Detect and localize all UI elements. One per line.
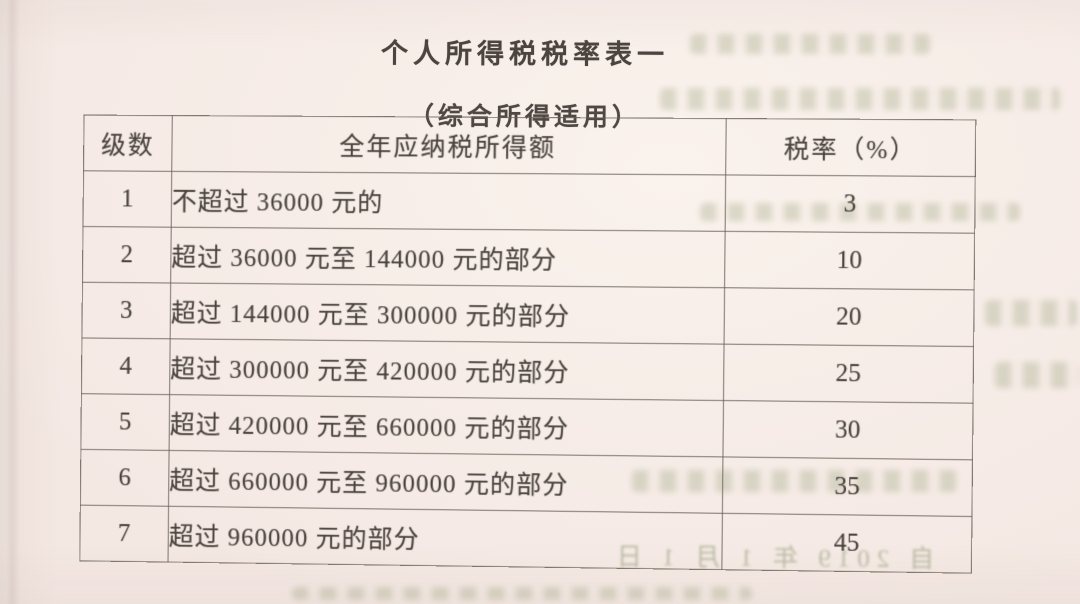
cell-rate: 3	[725, 174, 976, 234]
cell-rate: 30	[722, 400, 974, 460]
cell-income: 超过 420000 元至 660000 元的部分	[169, 394, 724, 457]
table-row: 5 超过 420000 元至 660000 元的部分 30	[80, 393, 974, 460]
table-row: 3 超过 144000 元至 300000 元的部分 20	[81, 282, 975, 347]
cell-level: 4	[81, 337, 171, 395]
header-cell-income: 全年应纳税所得额	[171, 115, 727, 175]
cell-income: 超过 300000 元至 420000 元的部分	[169, 338, 725, 401]
cell-level: 2	[82, 226, 172, 283]
page-title: 个人所得税税率表一	[380, 38, 670, 70]
cell-rate: 20	[724, 287, 975, 347]
cell-level: 7	[79, 505, 169, 563]
cell-level: 1	[82, 170, 172, 228]
table-row: 7 超过 960000 元的部分 45	[79, 505, 972, 574]
cell-level: 5	[80, 393, 170, 451]
page-crease-shadow	[6, 0, 20, 604]
table-row: 1 不超过 36000 元的 3	[82, 170, 976, 234]
table-header-row: 级数 全年应纳税所得额 税率（%）	[83, 115, 976, 177]
table-row: 2 超过 36000 元至 144000 元的部分 10	[82, 226, 975, 290]
cell-income: 超过 144000 元至 300000 元的部分	[170, 282, 725, 345]
header-cell-level: 级数	[83, 115, 173, 172]
cell-income: 超过 960000 元的部分	[168, 506, 723, 570]
cell-income: 不超过 36000 元的	[171, 171, 726, 232]
cell-level: 3	[81, 282, 171, 339]
cell-rate: 45	[721, 513, 972, 574]
tax-rate-table-wrapper: 级数 全年应纳税所得额 税率（%） 1 不超过 36000 元的 3 2 超过 …	[79, 115, 976, 574]
bleed-smudge	[292, 587, 752, 600]
cell-income: 超过 660000 元至 960000 元的部分	[168, 450, 723, 514]
bleed-smudge	[985, 300, 1077, 326]
cell-income: 超过 36000 元至 144000 元的部分	[170, 227, 726, 288]
table-row: 4 超过 300000 元至 420000 元的部分 25	[81, 337, 974, 404]
cell-rate: 25	[723, 344, 974, 404]
bleed-smudge	[995, 362, 1080, 388]
cell-level: 6	[80, 449, 170, 507]
header-cell-rate: 税率（%）	[725, 118, 976, 177]
cell-rate: 35	[722, 456, 973, 517]
tax-rate-table: 级数 全年应纳税所得额 税率（%） 1 不超过 36000 元的 3 2 超过 …	[79, 115, 976, 574]
cell-rate: 10	[724, 231, 975, 290]
